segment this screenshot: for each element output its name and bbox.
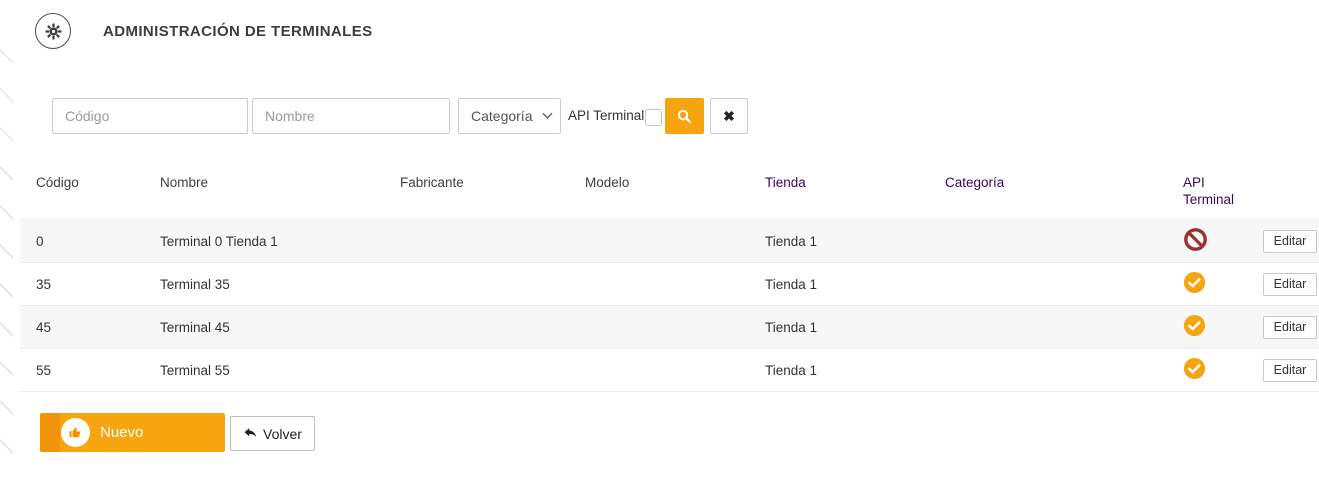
col-header-nombre: Nombre (160, 175, 209, 190)
nuevo-button[interactable]: Nuevo (40, 413, 225, 452)
check-circle-icon (1183, 357, 1206, 380)
cell-api-terminal (1167, 271, 1247, 297)
cell-tienda: Tienda 1 (765, 233, 818, 249)
cell-nombre: Terminal 35 (160, 276, 230, 292)
search-button[interactable] (665, 98, 704, 134)
table-body: 0 Terminal 0 Tienda 1 Tienda 1 Editar 35… (20, 220, 1319, 392)
reply-arrow-icon (244, 428, 257, 437)
col-header-codigo: Código (36, 175, 79, 190)
cell-codigo: 45 (36, 319, 52, 335)
col-header-categoria[interactable]: Categoría (945, 175, 1005, 190)
edit-button[interactable]: Editar (1263, 272, 1317, 296)
volver-button[interactable]: Volver (230, 416, 315, 451)
magnifier-icon (677, 109, 692, 123)
cell-tienda: Tienda 1 (765, 276, 818, 292)
cell-actions: Editar (1247, 315, 1319, 339)
cell-codigo: 0 (36, 233, 44, 249)
col-header-tienda[interactable]: Tienda (765, 175, 806, 190)
col-header-modelo: Modelo (585, 175, 630, 190)
table-header-row: Código Nombre Fabricante Modelo Tienda C… (20, 165, 1319, 220)
api-terminal-checkbox[interactable] (645, 109, 662, 126)
edit-button[interactable]: Editar (1263, 315, 1317, 339)
cell-nombre: Terminal 0 Tienda 1 (160, 233, 278, 249)
col-header-fabricante: Fabricante (400, 175, 464, 190)
cell-api-terminal (1167, 227, 1247, 255)
categoria-select-control[interactable]: Categoría (458, 98, 561, 134)
page-title: ADMINISTRACIÓN DE TERMINALES (103, 22, 373, 40)
edit-button[interactable]: Editar (1263, 358, 1317, 382)
cell-actions: Editar (1247, 229, 1319, 253)
thumbs-up-icon (61, 418, 90, 447)
x-icon: ✖ (723, 107, 735, 124)
volver-button-label: Volver (263, 425, 302, 442)
cell-codigo: 55 (36, 362, 52, 378)
nombre-filter-input[interactable] (252, 98, 450, 134)
clear-filters-button[interactable]: ✖ (710, 98, 748, 134)
table-row: 0 Terminal 0 Tienda 1 Tienda 1 Editar (20, 220, 1319, 263)
cell-api-terminal (1167, 357, 1247, 383)
cell-nombre: Terminal 55 (160, 362, 230, 378)
cell-tienda: Tienda 1 (765, 319, 818, 335)
page-header: ADMINISTRACIÓN DE TERMINALES (35, 13, 373, 49)
check-circle-icon (1183, 271, 1206, 294)
ban-icon (1184, 228, 1207, 251)
left-edge-hatch-decoration (0, 38, 13, 478)
cell-actions: Editar (1247, 272, 1319, 296)
table-row: 35 Terminal 35 Tienda 1 Editar (20, 263, 1319, 306)
cell-tienda: Tienda 1 (765, 362, 818, 378)
cell-nombre: Terminal 45 (160, 319, 230, 335)
cell-api-terminal (1167, 314, 1247, 340)
col-header-actions (1247, 174, 1319, 208)
api-terminal-filter-label: API Terminal (568, 108, 645, 123)
terminals-table: Código Nombre Fabricante Modelo Tienda C… (20, 165, 1319, 392)
table-row: 45 Terminal 45 Tienda 1 Editar (20, 306, 1319, 349)
codigo-filter-input[interactable] (52, 98, 248, 134)
edit-button[interactable]: Editar (1263, 229, 1317, 253)
col-header-api-terminal[interactable]: API Terminal (1183, 175, 1235, 207)
gear-icon[interactable] (35, 13, 71, 49)
categoria-select[interactable]: Categoría (458, 98, 561, 134)
cell-actions: Editar (1247, 358, 1319, 382)
api-enabled-icon (1183, 357, 1206, 383)
api-enabled-icon (1183, 314, 1206, 340)
api-enabled-icon (1183, 271, 1206, 297)
check-circle-icon (1183, 314, 1206, 337)
gear-icon-glyph (45, 23, 61, 39)
table-row: 55 Terminal 55 Tienda 1 Editar (20, 349, 1319, 392)
api-blocked-icon (1183, 227, 1208, 255)
cell-codigo: 35 (36, 276, 52, 292)
nuevo-button-label: Nuevo (100, 424, 144, 441)
